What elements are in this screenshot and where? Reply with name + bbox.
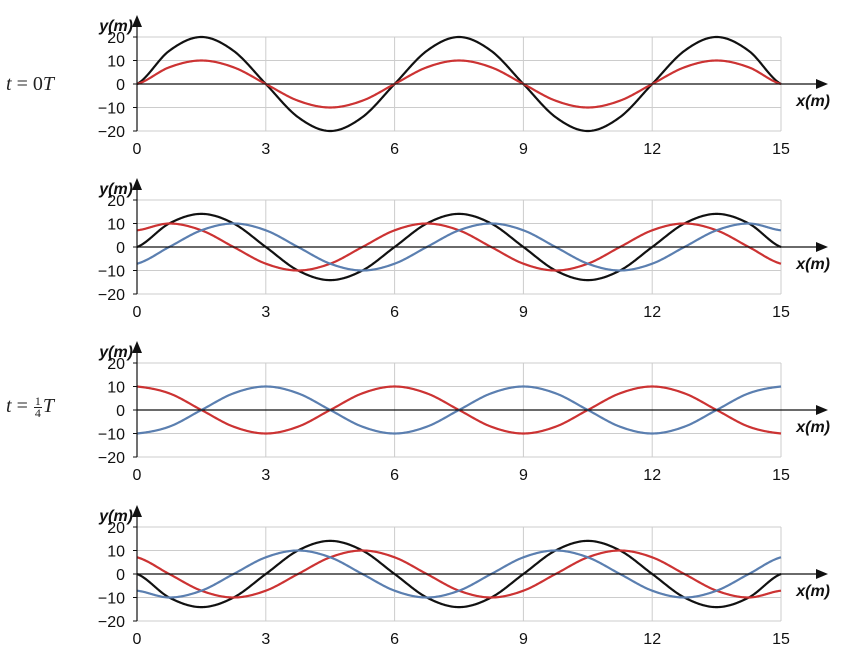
series-line-black (136, 212, 782, 282)
t0-equals: = 0 (11, 73, 43, 95)
y-axis-title: y(m) (98, 181, 133, 198)
x-axis-title: x(m) (795, 256, 830, 273)
x-tick-label: 3 (261, 304, 270, 321)
x-tick-label: 6 (390, 141, 399, 158)
x-tick-label: 12 (643, 631, 661, 648)
series-line-blue (136, 549, 782, 599)
x-tick-label: 15 (772, 141, 790, 158)
x-tick-label: 9 (519, 631, 528, 648)
x-tick-label: 15 (772, 304, 790, 321)
t0-symbol: t (6, 73, 12, 95)
y-tick-label: 20 (107, 520, 125, 537)
x-tick-label: 6 (390, 467, 399, 484)
x-tick-label: 0 (133, 467, 142, 484)
y-tick-label: −20 (98, 614, 125, 631)
y-tick-label: 0 (116, 77, 125, 94)
y-axis-arrow (132, 341, 142, 353)
fraction-numerator: 1 (34, 393, 41, 408)
x-axis-title: x(m) (795, 93, 830, 110)
chart-panel-2: 20 10 0 −10 −20 0 3 6 9 12 15 y(m) x(m) (98, 178, 830, 321)
x-tick-label: 6 (390, 304, 399, 321)
t0-unit: T (42, 73, 54, 95)
x-tick-label: 6 (390, 631, 399, 648)
t1-equals: = (11, 395, 33, 417)
chart-panel-3: 20 10 0 −10 −20 0 3 6 9 12 15 y(m) x(m) (98, 341, 830, 484)
y-tick-label: −10 (98, 264, 125, 281)
y-axis-arrow (132, 505, 142, 517)
y-tick-label: 0 (116, 567, 125, 584)
y-axis-title: y(m) (98, 18, 133, 35)
x-tick-label: 12 (643, 141, 661, 158)
x-tick-label: 9 (519, 141, 528, 158)
y-tick-label: 10 (107, 380, 125, 397)
x-tick-label: 3 (261, 631, 270, 648)
y-tick-label: 10 (107, 544, 125, 561)
y-axis-title: y(m) (98, 508, 133, 525)
x-tick-label: 0 (133, 141, 142, 158)
x-tick-label: 0 (133, 304, 142, 321)
x-tick-label: 15 (772, 467, 790, 484)
x-axis-arrow (816, 405, 828, 415)
x-axis-arrow (816, 242, 828, 252)
series-line-black (136, 35, 782, 133)
x-axis-arrow (816, 569, 828, 579)
y-tick-label: −10 (98, 101, 125, 118)
x-tick-label: 3 (261, 141, 270, 158)
y-axis-arrow (132, 178, 142, 190)
chart-panel-1: 20 10 0 −10 −20 0 3 6 9 12 15 y(m) x(m) (98, 15, 830, 158)
y-tick-label: 10 (107, 217, 125, 234)
y-tick-label: −20 (98, 124, 125, 141)
x-tick-label: 3 (261, 467, 270, 484)
t1-unit: T (42, 395, 54, 417)
y-tick-label: 20 (107, 193, 125, 210)
y-tick-label: 20 (107, 30, 125, 47)
chart-panel-4: 20 10 0 −10 −20 0 3 6 9 12 15 y(m) x(m) (98, 505, 830, 648)
y-tick-label: 10 (107, 54, 125, 71)
x-tick-label: 0 (133, 631, 142, 648)
x-axis-title: x(m) (795, 419, 830, 436)
y-tick-label: 0 (116, 240, 125, 257)
y-tick-label: −20 (98, 287, 125, 304)
x-tick-label: 15 (772, 631, 790, 648)
series-line-red (136, 59, 782, 109)
t1-symbol: t (6, 395, 12, 417)
x-tick-label: 12 (643, 304, 661, 321)
y-tick-label: 20 (107, 356, 125, 373)
y-tick-label: −10 (98, 427, 125, 444)
series-line-black (136, 539, 782, 609)
y-tick-label: −20 (98, 450, 125, 467)
x-axis-title: x(m) (795, 583, 830, 600)
series-line-blue (136, 222, 782, 272)
y-axis-title: y(m) (98, 344, 133, 361)
x-tick-label: 9 (519, 304, 528, 321)
y-axis-arrow (132, 15, 142, 27)
x-tick-label: 12 (643, 467, 661, 484)
time-label-t0: t = 0T (6, 73, 54, 96)
x-tick-label: 9 (519, 467, 528, 484)
y-tick-label: 0 (116, 403, 125, 420)
x-axis-arrow (816, 79, 828, 89)
y-tick-label: −10 (98, 591, 125, 608)
fraction-denominator: 4 (34, 405, 41, 420)
